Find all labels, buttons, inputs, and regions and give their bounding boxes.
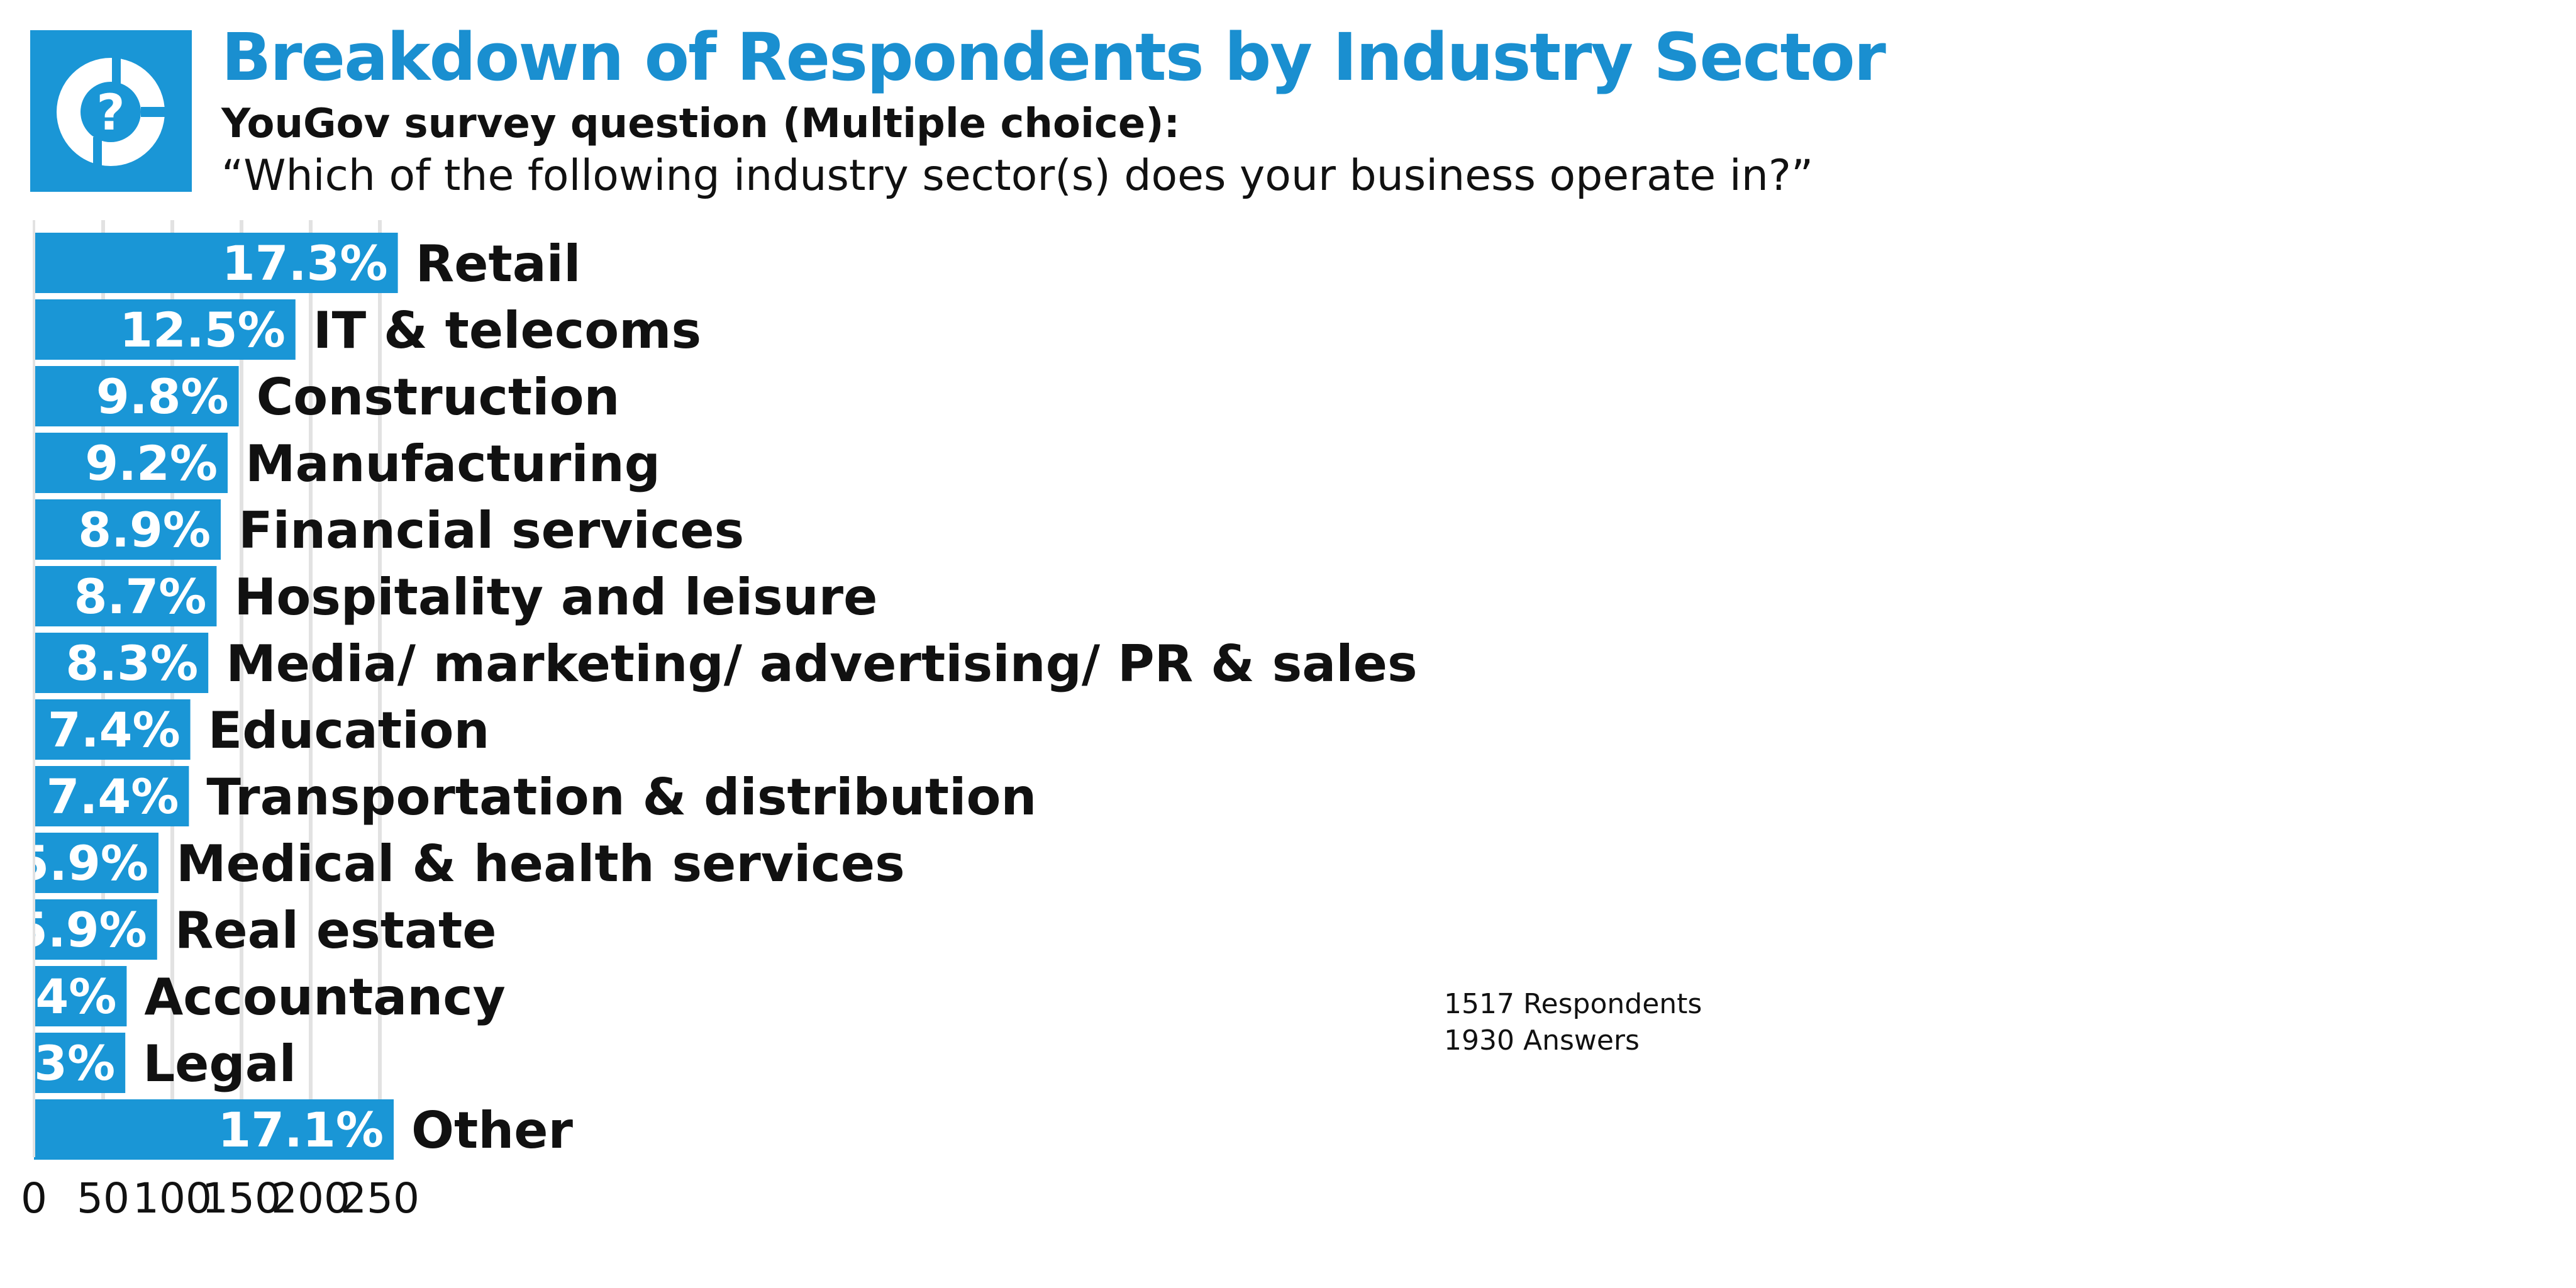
category-label: Retail <box>416 235 581 293</box>
x-tick-label: 250 <box>340 1174 419 1223</box>
category-label: Education <box>208 701 490 760</box>
bar <box>34 499 221 560</box>
respondents-count: 1517 Respondents <box>1444 988 1702 1020</box>
x-tick-label: 50 <box>77 1174 130 1223</box>
bar <box>34 233 398 293</box>
bar-value-label: 8.3% <box>65 635 198 691</box>
bar <box>34 299 296 360</box>
bar-value-label: 7.4% <box>48 702 180 758</box>
category-label: Manufacturing <box>245 435 660 493</box>
category-label: Construction <box>257 368 620 426</box>
question-chart-icon: ? <box>57 49 179 181</box>
bar-value-label: 9.2% <box>85 435 218 491</box>
bar-value-label: 5.9% <box>14 902 147 958</box>
logo: ? <box>30 30 192 192</box>
svg-text:?: ? <box>96 85 125 142</box>
chart-title: Breakdown of Respondents by Industry Sec… <box>221 19 1886 96</box>
bar <box>34 766 189 826</box>
bar-value-label: 8.9% <box>78 502 211 558</box>
bar <box>34 366 239 426</box>
category-label: Legal <box>143 1035 296 1093</box>
bar <box>34 633 209 693</box>
category-label: Real estate <box>175 901 497 960</box>
category-label: Accountancy <box>144 968 505 1026</box>
category-label: Hospitality and leisure <box>234 568 877 626</box>
bar <box>34 1033 126 1093</box>
survey-question: “Which of the following industry sector(… <box>221 151 1814 201</box>
x-tick-label: 150 <box>202 1174 281 1223</box>
category-label: IT & telecoms <box>313 301 701 360</box>
bar-value-label: 4.3% <box>0 1035 115 1091</box>
bar <box>34 699 191 760</box>
chart-subtitle: YouGov survey question (Multiple choice)… <box>221 101 1180 147</box>
bar-value-label: 12.5% <box>119 302 286 358</box>
bar <box>34 433 228 493</box>
respondent-note: 1517 Respondents 1930 Answers <box>1444 986 1702 1059</box>
answers-count: 1930 Answers <box>1444 1024 1640 1057</box>
category-label: Financial services <box>238 501 744 560</box>
bar-value-label: 8.7% <box>74 569 207 625</box>
category-label: Other <box>411 1101 573 1160</box>
category-label: Media/ marketing/ advertising/ PR & sale… <box>226 635 1417 693</box>
bar <box>34 899 157 960</box>
bar-value-label: 5.9% <box>16 835 148 891</box>
category-label: Medical & health services <box>176 835 905 893</box>
bar-value-label: 17.3% <box>222 235 388 291</box>
bar-value-label: 7.4% <box>47 769 179 824</box>
bar-value-label: 4.4% <box>0 969 116 1024</box>
bar <box>34 566 217 626</box>
bar <box>34 1099 394 1160</box>
x-tick-label: 200 <box>271 1174 350 1223</box>
bar <box>34 833 158 893</box>
bar <box>34 966 127 1026</box>
bar-value-label: 17.1% <box>218 1102 384 1158</box>
bar-value-label: 9.8% <box>96 369 229 425</box>
category-label: Transportation & distribution <box>206 768 1036 826</box>
x-tick-label: 100 <box>133 1174 212 1223</box>
x-tick-label: 0 <box>21 1174 47 1223</box>
